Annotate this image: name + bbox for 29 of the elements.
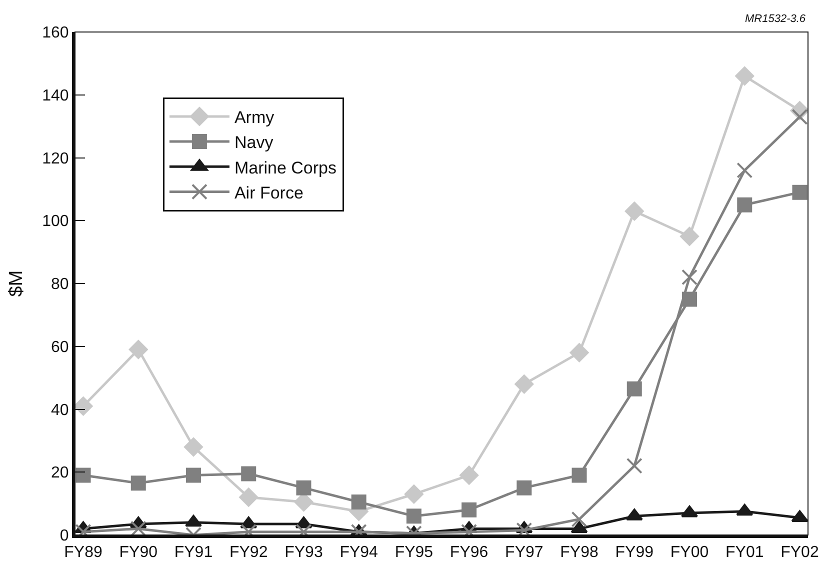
y-axis-title: $M (6, 270, 27, 297)
x-tick-label: FY91 (174, 544, 213, 562)
x-tick-label: FY92 (229, 544, 268, 562)
legend-label: Navy (234, 133, 274, 152)
y-tick-label: 120 (42, 150, 69, 168)
x-tick-label: FY02 (780, 544, 819, 562)
x-tick-label: FY98 (560, 544, 598, 562)
x-tick-label: FY89 (64, 544, 102, 562)
legend-label: Marine Corps (234, 158, 337, 178)
x-tick-label: FY01 (725, 544, 764, 562)
x-tick-label: FY93 (284, 544, 323, 562)
y-tick-label: 20 (51, 464, 69, 482)
x-tick-label: FY95 (394, 544, 434, 562)
y-tick-label: 140 (42, 87, 69, 104)
y-tick-label: 60 (51, 338, 69, 356)
x-tick-label: FY00 (670, 544, 709, 562)
y-tick-label: 80 (51, 276, 69, 294)
legend-label: Army (234, 108, 275, 128)
x-tick-label: FY96 (450, 544, 488, 562)
legend-label: Air Force (234, 183, 304, 202)
y-tick-label: 0 (60, 528, 69, 545)
text: MR1532-3.6 (745, 13, 806, 25)
y-tick-label: 40 (51, 402, 69, 419)
x-tick-label: FY99 (615, 544, 654, 562)
x-tick-label: FY97 (505, 544, 544, 562)
x-tick-label: FY90 (119, 544, 158, 562)
x-tick-label: FY94 (340, 544, 378, 562)
y-tick-label: 100 (42, 213, 69, 230)
y-tick-label: 160 (42, 24, 69, 42)
